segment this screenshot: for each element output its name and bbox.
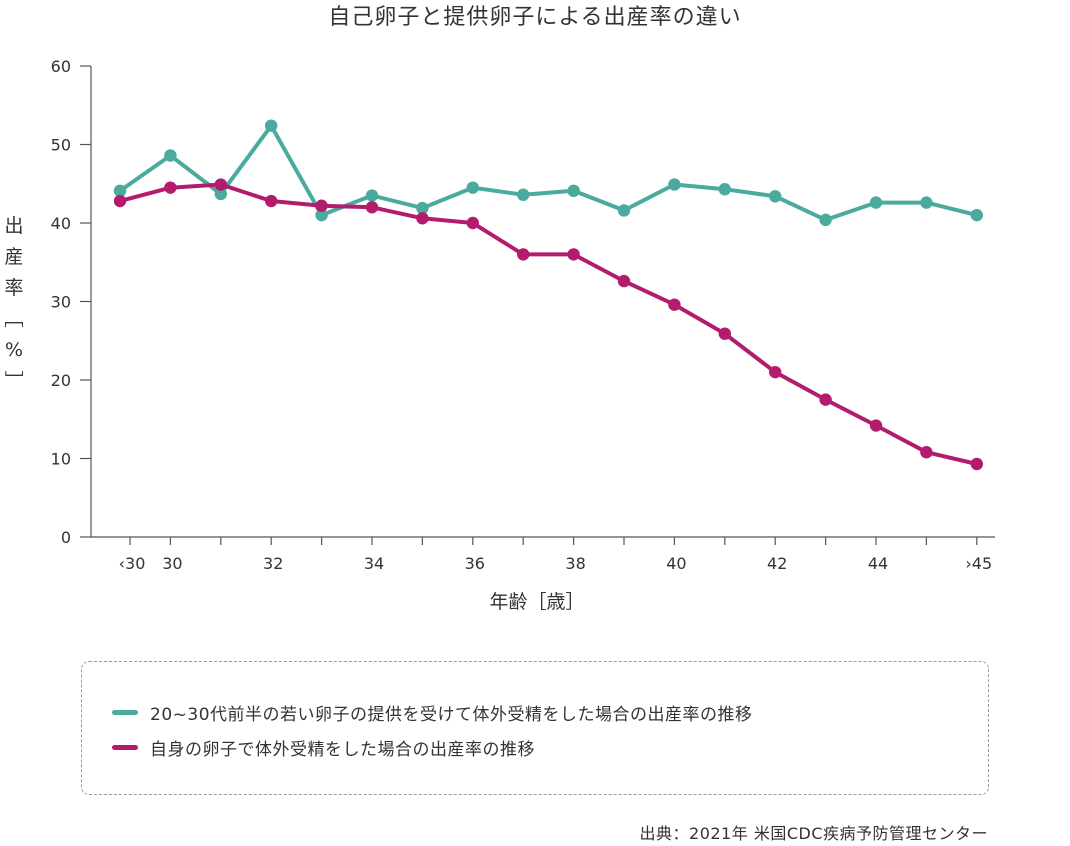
x-tick-label->45: ›45 [965,554,992,573]
y-tick-label-30: 30 [51,293,71,312]
data-point-0-16 [920,196,933,209]
data-point-1-8 [517,248,530,261]
data-point-1-9 [567,248,580,261]
y-tick-label-60: 60 [51,57,71,76]
x-tick-label-36: 36 [465,554,485,573]
legend-item-donor: 20~30代前半の若い卵子の提供を受けて体外受精をした場合の出産率の推移 [112,700,753,725]
x-tick-label-<30: ‹30 [119,554,146,573]
data-point-1-0 [113,194,127,208]
data-point-1-10 [617,274,631,288]
data-point-1-5 [365,201,379,214]
legend-label-own: 自身の卵子で体外受精をした場合の出産率の推移 [150,740,535,760]
data-point-1-1 [164,181,177,194]
data-point-0-15 [869,196,883,209]
y-tick-label-0: 0 [61,528,71,547]
line-chart: 自己卵子と提供卵子による出産率の違い 0 10 20 30 40 50 60 ‹30 30 32… [2,5,995,613]
legend: 20~30代前半の若い卵子の提供を受けて体外受精をした場合の出産率の推移 自身の… [81,661,989,795]
x-tick-label-38: 38 [565,554,585,573]
data-point-0-9 [567,184,580,198]
y-axis-label-char: 率 [4,277,23,299]
chart-title: 自己卵子と提供卵子による出産率の違い [328,5,741,30]
series-line-1 [118,182,979,466]
source-note: 出典：2021年 米国CDC疾病予防管理センター [639,824,988,843]
y-axis-label-char: ］ [2,370,24,389]
y-axis-label-char: % [5,339,23,361]
data-point-0-1 [164,149,177,162]
data-point-0-7 [466,181,479,194]
series-line-0 [118,123,979,222]
data-point-1-6 [416,212,429,225]
legend-label-donor: 20~30代前半の若い卵子の提供を受けて体外受精をした場合の出産率の推移 [150,705,753,725]
x-tick-label-32: 32 [263,554,283,573]
y-tick-label-50: 50 [51,136,71,155]
data-point-0-2 [214,187,227,201]
data-point-0-0 [113,184,127,198]
data-point-0-11 [668,178,681,191]
data-point-1-12 [718,327,731,340]
y-tick-label-20: 20 [51,371,71,390]
data-point-0-5 [365,189,379,202]
data-point-0-14 [819,213,832,227]
x-tick-label-44: 44 [868,554,888,573]
data-point-1-15 [869,419,883,432]
y-axis-label-char: 産 [4,246,23,268]
x-tick-label-42: 42 [767,554,787,573]
data-point-0-12 [718,183,731,196]
data-point-1-7 [466,216,479,230]
y-axis-label-char: ［ [2,308,24,327]
series-0 [113,119,983,227]
data-point-1-17 [970,457,983,471]
x-tick-label-34: 34 [364,554,384,573]
data-point-1-16 [920,446,933,459]
data-point-0-6 [416,201,429,215]
data-point-1-14 [819,393,832,406]
data-point-1-4 [315,199,328,212]
data-point-0-8 [517,188,530,201]
data-point-1-13 [769,365,782,379]
series-1 [113,178,983,471]
y-axis: 0 10 20 30 40 50 60 [51,57,92,547]
y-axis-label-char: 出 [4,215,23,237]
x-tick-label-30: 30 [162,554,182,573]
series-layer [113,119,983,471]
y-axis-label: 出産率 ［% ］ [2,215,24,390]
data-point-1-11 [668,298,681,311]
data-point-0-13 [769,190,782,203]
x-tick-label-40: 40 [666,554,686,573]
x-axis-label: 年齢［歳］ [489,591,584,613]
y-tick-label-10: 10 [51,450,71,469]
data-point-0-4 [315,208,328,222]
data-point-0-17 [970,208,983,222]
legend-item-own: 自身の卵子で体外受精をした場合の出産率の推移 [112,735,535,760]
x-axis: ‹30 30 32 34 36 38 40 42 44 ›45 [91,536,995,573]
data-point-0-3 [265,119,278,132]
data-point-1-3 [265,194,278,208]
y-tick-label-40: 40 [51,214,71,233]
legend-swatch-donor [112,710,138,715]
data-point-1-2 [214,178,227,191]
data-point-0-10 [617,204,631,217]
legend-swatch-own [112,745,138,750]
